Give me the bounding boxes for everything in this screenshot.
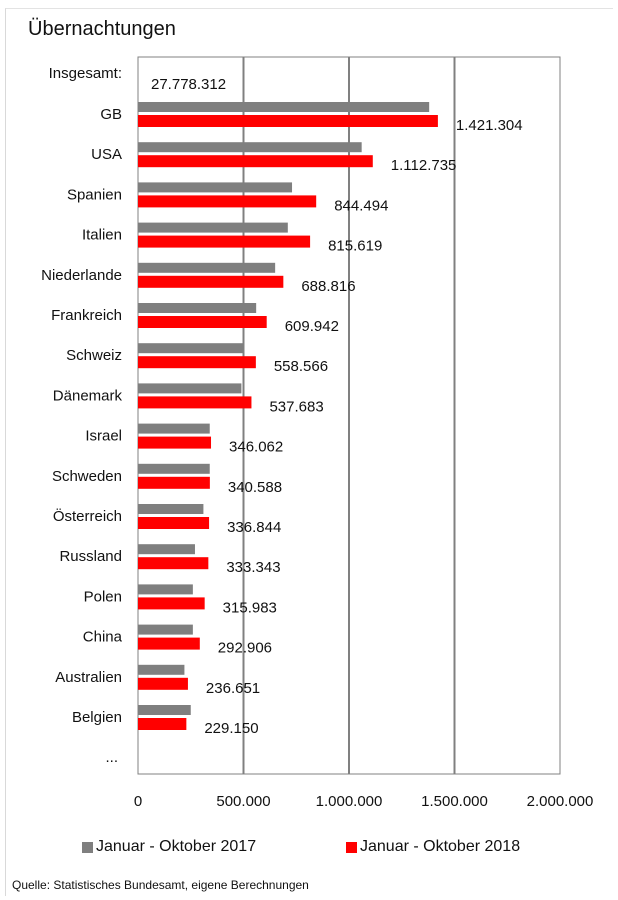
legend-label-2017: Januar - Oktober 2017 bbox=[96, 838, 257, 855]
data-label-2018: 609.942 bbox=[285, 318, 339, 335]
data-label-2018: 537.683 bbox=[269, 398, 323, 415]
category-label: Frankreich bbox=[51, 307, 122, 324]
category-label: Niederlande bbox=[41, 267, 122, 284]
bar-2018 bbox=[138, 316, 267, 328]
bar-2017 bbox=[138, 142, 362, 153]
bar-2018 bbox=[138, 195, 317, 208]
bar-2017 bbox=[138, 182, 293, 193]
total-value-label: 27.778.312 bbox=[151, 76, 226, 93]
bar-2018 bbox=[138, 436, 212, 449]
legend-swatch-2017 bbox=[82, 841, 93, 853]
data-label-2018: 229.150 bbox=[204, 720, 258, 737]
ellipsis-label: ... bbox=[105, 749, 118, 766]
category-label: Russland bbox=[59, 548, 122, 565]
bar-2018 bbox=[138, 396, 252, 409]
category-label: Schweden bbox=[52, 468, 122, 485]
category-label: China bbox=[83, 629, 123, 646]
data-label-2018: 315.983 bbox=[223, 599, 277, 616]
bar-2018 bbox=[138, 557, 209, 570]
data-label-2018: 336.844 bbox=[227, 519, 281, 536]
bar-2017 bbox=[138, 463, 210, 474]
bar-2017 bbox=[138, 303, 257, 313]
data-label-2018: 236.651 bbox=[206, 680, 260, 697]
legend-item-2017: Januar - Oktober 2017 bbox=[82, 838, 256, 856]
data-label-2018: 346.062 bbox=[229, 439, 283, 456]
x-tick-label: 0 bbox=[134, 793, 142, 810]
x-tick-label: 1.500.000 bbox=[421, 793, 488, 810]
bar-2017 bbox=[138, 222, 288, 233]
x-tick-label: 2.000.000 bbox=[527, 793, 594, 810]
data-label-2018: 1.421.304 bbox=[456, 117, 523, 134]
data-label-2018: 815.619 bbox=[328, 238, 382, 255]
bar-2017 bbox=[138, 584, 193, 595]
category-label: Spanien bbox=[67, 186, 122, 203]
bar-2017 bbox=[138, 102, 430, 112]
bar-2018 bbox=[138, 718, 187, 730]
legend-label-2018: Januar - Oktober 2018 bbox=[360, 838, 521, 855]
bar-2017 bbox=[138, 504, 204, 514]
bar-2017 bbox=[138, 262, 276, 273]
category-label: Israel bbox=[85, 428, 122, 445]
bar-2018 bbox=[138, 637, 200, 650]
bar-2018 bbox=[138, 517, 210, 529]
bar-2017 bbox=[138, 423, 210, 434]
category-label: Schweiz bbox=[66, 347, 122, 364]
bar-2018 bbox=[138, 155, 373, 168]
bar-2018 bbox=[138, 275, 284, 288]
chart-title: Übernachtungen bbox=[28, 18, 176, 40]
x-tick-label: 1.000.000 bbox=[316, 793, 383, 810]
data-label-2018: 688.816 bbox=[301, 278, 355, 295]
bar-chart: 0 500.000 1.000.000 1.500.000 2.000.000 Insge… bbox=[41, 56, 594, 810]
x-tick-label: 500.000 bbox=[216, 793, 270, 810]
bar-2017 bbox=[138, 705, 191, 715]
category-label: Dänemark bbox=[53, 387, 123, 404]
category-label: USA bbox=[91, 146, 122, 163]
total-label: Insgesamt: bbox=[49, 65, 122, 82]
bar-2018 bbox=[138, 677, 188, 690]
bar-2017 bbox=[138, 664, 185, 675]
category-label: Polen bbox=[84, 588, 122, 605]
category-label: Belgien bbox=[72, 709, 122, 726]
category-label: GB bbox=[100, 106, 122, 123]
source-note: Quelle: Statistisches Bundesamt, eigene … bbox=[12, 878, 309, 892]
bar-2018 bbox=[138, 115, 438, 127]
legend-swatch-2018 bbox=[346, 841, 357, 853]
bar-2017 bbox=[138, 624, 193, 635]
bar-2018 bbox=[138, 356, 256, 369]
data-label-2018: 1.112.735 bbox=[391, 157, 457, 174]
data-label-2018: 340.588 bbox=[228, 479, 282, 496]
bar-2017 bbox=[138, 343, 244, 354]
legend-item-2018: Januar - Oktober 2018 bbox=[346, 838, 520, 856]
bar-2018 bbox=[138, 235, 311, 248]
chart-frame bbox=[5, 8, 613, 896]
bar-2018 bbox=[138, 597, 205, 610]
bar-2017 bbox=[138, 383, 242, 394]
category-label: Österreich bbox=[53, 507, 122, 525]
data-label-2018: 333.343 bbox=[226, 559, 280, 576]
category-label: Australien bbox=[55, 669, 122, 686]
data-label-2018: 558.566 bbox=[274, 358, 328, 375]
data-label-2018: 292.906 bbox=[218, 640, 272, 657]
category-label: Italien bbox=[82, 227, 122, 244]
bar-2017 bbox=[138, 544, 195, 555]
bar-2018 bbox=[138, 476, 210, 489]
data-label-2018: 844.494 bbox=[334, 197, 388, 214]
